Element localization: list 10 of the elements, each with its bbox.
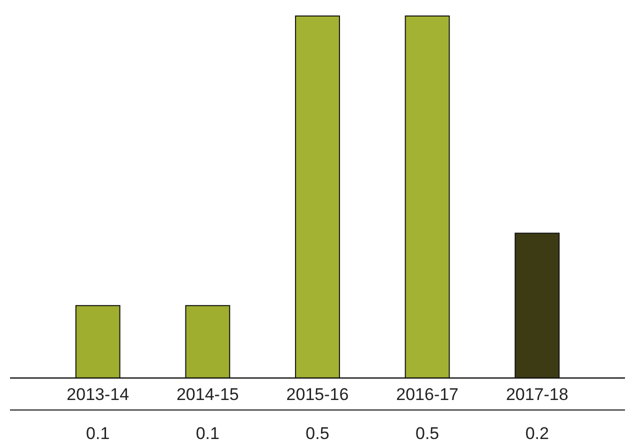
data-label: 0.1 bbox=[86, 424, 110, 441]
data-label: 0.1 bbox=[196, 424, 220, 441]
x-tick-label: 2014-15 bbox=[176, 385, 239, 404]
data-label: 0.2 bbox=[525, 424, 549, 441]
x-tick-label: 2016-17 bbox=[396, 385, 459, 404]
x-tick-label: 2017-18 bbox=[506, 385, 568, 404]
x-tick-label: 2015-16 bbox=[286, 385, 349, 404]
data-label: 0.5 bbox=[306, 424, 330, 441]
data-label: 0.5 bbox=[416, 424, 440, 441]
x-tick-label: 2013-14 bbox=[66, 385, 130, 404]
